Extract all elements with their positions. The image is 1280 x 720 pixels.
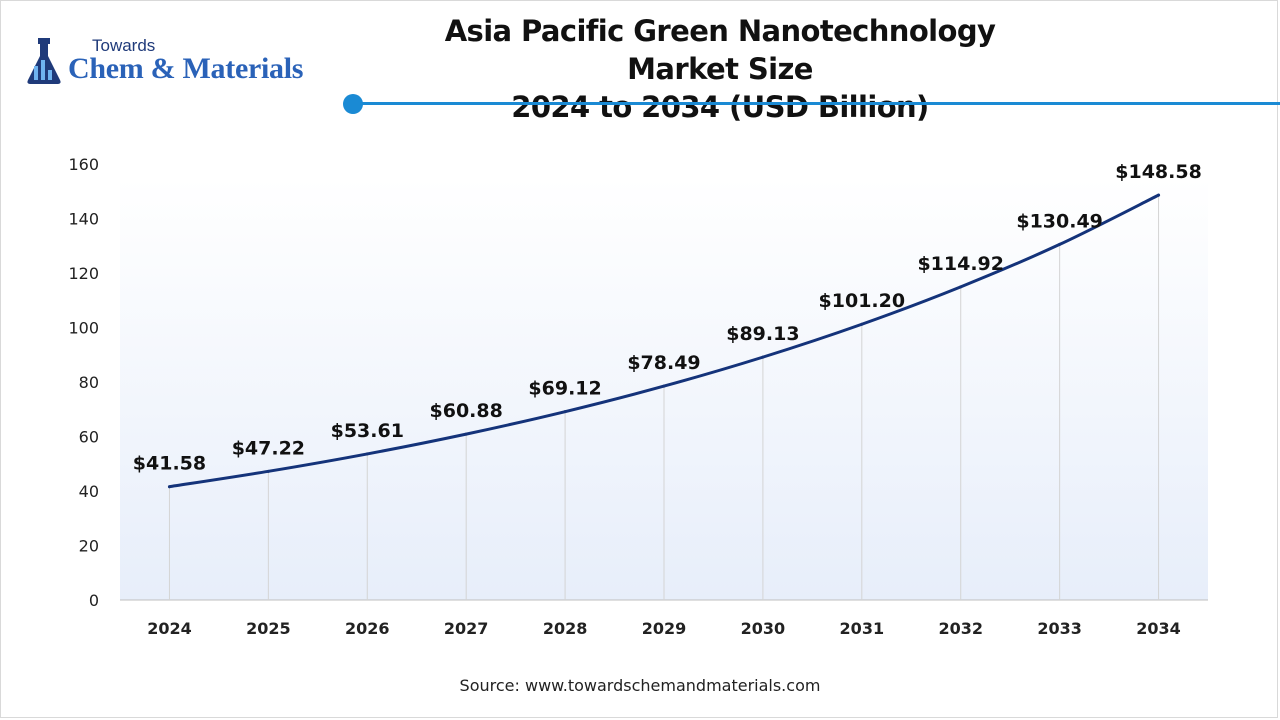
data-label: $89.13 <box>726 323 799 345</box>
y-tick-label: 120 <box>68 264 99 283</box>
data-point <box>662 384 666 388</box>
x-tick-label: 2025 <box>246 619 291 638</box>
header-divider-dot <box>343 94 363 114</box>
data-label: $53.61 <box>331 420 404 442</box>
data-point <box>1157 193 1161 197</box>
brand-small-text: Towards <box>92 36 156 55</box>
data-point <box>365 452 369 456</box>
data-point <box>959 285 963 289</box>
y-tick-label: 100 <box>68 319 99 338</box>
source-note: Source: www.towardschemandmaterials.com <box>459 676 821 695</box>
x-tick-label: 2027 <box>444 619 489 638</box>
data-label: $60.88 <box>430 400 503 422</box>
data-point <box>464 432 468 436</box>
x-tick-label: 2032 <box>938 619 983 638</box>
chart-title-line-2: 2024 to 2034 (USD Billion) <box>511 90 929 124</box>
x-tick-label: 2030 <box>741 619 786 638</box>
y-tick-label: 60 <box>79 428 99 447</box>
chart-title-line-1: Asia Pacific Green Nanotechnology Market… <box>444 14 996 86</box>
chart-title: Asia Pacific Green Nanotechnology Market… <box>420 12 1020 126</box>
y-tick-label: 140 <box>68 210 99 229</box>
header-divider <box>352 102 1280 105</box>
data-point <box>167 485 171 489</box>
x-tick-label: 2024 <box>147 619 192 638</box>
data-point <box>266 469 270 473</box>
data-point <box>1058 242 1062 246</box>
data-label: $47.22 <box>232 437 305 459</box>
y-tick-label: 80 <box>79 373 99 392</box>
y-tick-label: 160 <box>68 155 99 174</box>
data-label: $69.12 <box>528 378 601 400</box>
data-label: $114.92 <box>917 253 1004 275</box>
x-tick-label: 2034 <box>1136 619 1181 638</box>
brand-name: Chem & Materials <box>68 52 304 85</box>
brand-logo: Towards Chem & Materials <box>22 34 342 90</box>
y-tick-label: 40 <box>79 482 99 501</box>
x-tick-label: 2031 <box>840 619 885 638</box>
flask-icon <box>27 38 61 84</box>
data-point <box>860 322 864 326</box>
x-tick-label: 2033 <box>1037 619 1082 638</box>
x-tick-label: 2029 <box>642 619 687 638</box>
data-label: $101.20 <box>819 290 906 312</box>
data-label: $41.58 <box>133 453 206 475</box>
data-point <box>761 355 765 359</box>
y-tick-label: 0 <box>89 591 99 610</box>
data-label: $130.49 <box>1016 210 1103 232</box>
data-label: $78.49 <box>627 352 700 374</box>
data-point <box>563 410 567 414</box>
data-label: $148.58 <box>1115 161 1202 183</box>
y-tick-label: 20 <box>79 537 99 556</box>
x-tick-label: 2028 <box>543 619 588 638</box>
x-tick-label: 2026 <box>345 619 390 638</box>
